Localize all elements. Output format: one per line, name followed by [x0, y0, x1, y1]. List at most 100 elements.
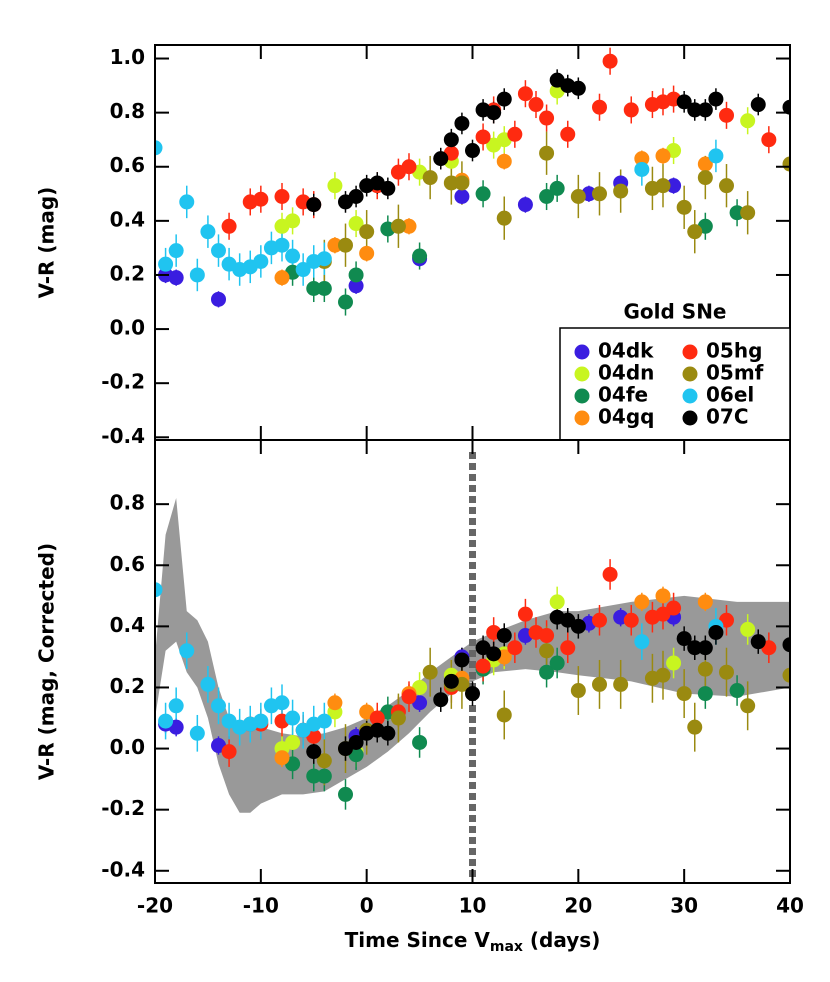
- point: [570, 80, 586, 96]
- point: [422, 170, 438, 186]
- point: [560, 126, 576, 142]
- legend-marker: [682, 410, 698, 426]
- point: [338, 294, 353, 310]
- point: [168, 243, 184, 259]
- point: [274, 695, 290, 711]
- y-tick-label: 0.0: [110, 735, 145, 759]
- point: [211, 291, 226, 307]
- y-tick-label: 0.6: [110, 552, 145, 576]
- point: [570, 189, 586, 205]
- point: [168, 698, 184, 714]
- point: [750, 97, 766, 113]
- point: [496, 91, 512, 107]
- point: [496, 707, 512, 723]
- point: [390, 218, 406, 234]
- point: [179, 643, 195, 659]
- point: [475, 186, 491, 202]
- point: [634, 151, 650, 167]
- y-tick-label: 0.8: [110, 99, 145, 123]
- point: [253, 191, 269, 207]
- point: [687, 224, 703, 240]
- legend-label: 04dn: [598, 361, 654, 385]
- point: [676, 631, 692, 647]
- x-axis-label-part: Time Since V: [345, 928, 491, 952]
- point: [719, 107, 734, 123]
- point: [676, 94, 692, 110]
- point: [740, 205, 756, 221]
- point: [158, 256, 174, 272]
- point: [740, 698, 756, 714]
- legend-marker: [682, 388, 698, 404]
- point: [539, 145, 555, 161]
- point: [285, 213, 301, 229]
- point: [401, 218, 417, 234]
- point: [549, 180, 565, 196]
- point: [750, 634, 766, 650]
- legend-marker: [682, 344, 698, 360]
- legend-label: 04dk: [598, 339, 654, 363]
- y-tick-label: 0.8: [110, 491, 145, 515]
- point: [253, 713, 269, 729]
- point: [274, 750, 290, 766]
- legend-label: 05mf: [706, 361, 764, 385]
- point: [697, 686, 713, 702]
- point: [316, 768, 332, 784]
- point: [687, 640, 703, 656]
- point: [412, 734, 428, 750]
- point: [676, 199, 692, 215]
- x-tick-label: 0: [360, 894, 374, 918]
- point: [507, 126, 523, 142]
- legend-marker: [574, 366, 590, 382]
- point: [221, 744, 237, 760]
- plot-area: [155, 452, 790, 879]
- x-tick-label: -20: [137, 894, 173, 918]
- point: [189, 267, 205, 283]
- point: [592, 186, 607, 202]
- point: [465, 143, 480, 159]
- point: [697, 170, 713, 186]
- point: [390, 710, 406, 726]
- point: [687, 719, 703, 735]
- point: [517, 606, 533, 622]
- y-tick-label: 0.6: [110, 153, 145, 177]
- point: [539, 643, 555, 659]
- point: [782, 637, 790, 653]
- legend-box: [559, 327, 791, 441]
- point: [666, 655, 682, 671]
- point: [666, 178, 682, 194]
- x-axis-label: Time Since Vmax (days): [345, 928, 601, 956]
- point: [274, 189, 290, 205]
- legend-label: 05hg: [706, 339, 762, 363]
- y-tick-label: -0.4: [101, 857, 145, 881]
- y-axis-label: V-R (mag, Corrected): [35, 543, 59, 780]
- point: [570, 683, 586, 699]
- point: [327, 178, 343, 194]
- point: [782, 156, 790, 172]
- point: [782, 99, 790, 115]
- point: [295, 262, 311, 278]
- point: [666, 600, 682, 616]
- point: [539, 628, 555, 644]
- point: [327, 237, 343, 253]
- plot-area: [155, 47, 790, 316]
- x-tick-label: 30: [670, 894, 698, 918]
- point: [708, 624, 724, 640]
- point: [697, 661, 713, 677]
- point: [613, 676, 629, 692]
- point: [401, 159, 417, 175]
- point: [274, 237, 290, 253]
- point: [454, 115, 470, 131]
- point: [285, 734, 301, 750]
- point: [655, 667, 671, 683]
- point: [401, 689, 417, 705]
- point: [200, 676, 216, 692]
- point: [592, 99, 607, 115]
- legend-title: Gold SNe: [624, 300, 727, 324]
- y-tick-label: 0.0: [110, 316, 145, 340]
- point: [443, 175, 459, 191]
- x-axis-label-part: (days): [523, 928, 600, 952]
- point: [348, 278, 364, 294]
- legend-label: 04gq: [598, 405, 654, 429]
- point: [338, 786, 353, 802]
- point: [697, 156, 713, 172]
